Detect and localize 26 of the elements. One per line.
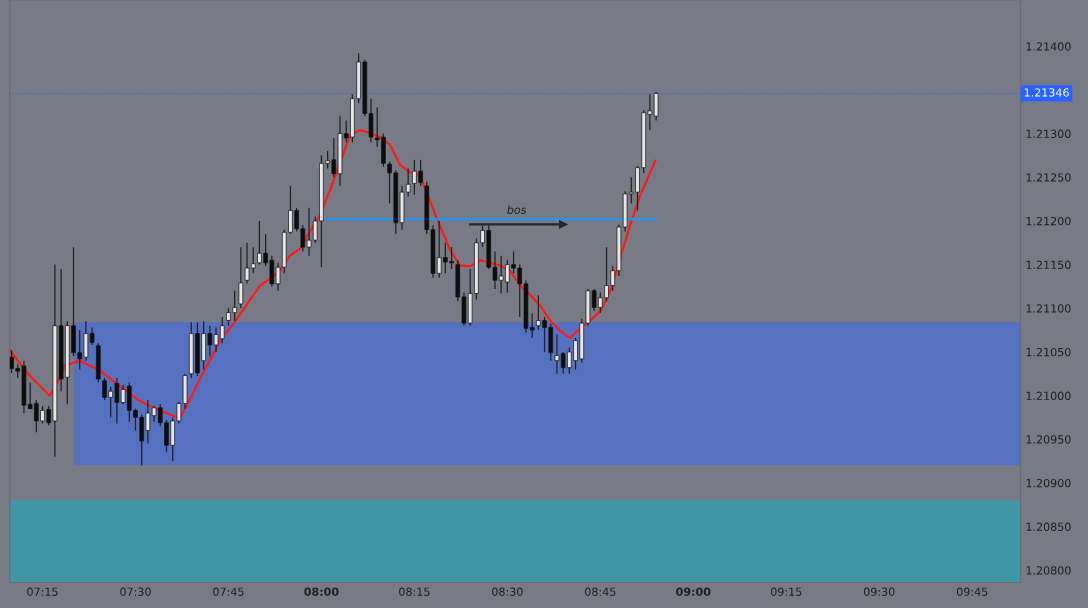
y-tick-label: 1.20850 <box>1026 522 1071 531</box>
y-tick-label: 1.21000 <box>1026 391 1071 400</box>
x-tick-label: 09:45 <box>956 587 988 596</box>
y-tick-label: 1.20900 <box>1026 478 1071 488</box>
y-tick-label: 1.20950 <box>1026 435 1071 444</box>
y-tick-label: 1.21200 <box>1026 216 1071 226</box>
x-tick-label: 09:15 <box>770 587 802 596</box>
x-tick-label: 09:00 <box>676 587 711 596</box>
candlestick <box>238 246 244 309</box>
x-tick-label: 08:15 <box>399 587 430 596</box>
x-tick-label: 08:00 <box>304 587 339 596</box>
y-tick-label: 1.21050 <box>1026 347 1071 357</box>
y-tick-label: 1.21100 <box>1026 304 1071 313</box>
ref-line-label: 1.21346 <box>1024 88 1069 97</box>
x-tick-label: 09:30 <box>863 587 895 596</box>
x-tick-label: 07:45 <box>213 587 244 596</box>
annotation: bos <box>507 205 527 214</box>
x-tick-label: 08:30 <box>492 587 523 596</box>
y-tick-label: 1.21150 <box>1026 260 1071 269</box>
y-tick-label: 1.21300 <box>1026 129 1071 138</box>
y-tick-label: 1.21400 <box>1026 42 1071 51</box>
x-tick-label: 08:45 <box>585 587 616 596</box>
y-tick-label: 1.21250 <box>1026 173 1071 182</box>
x-tick-label: 07:30 <box>120 587 151 596</box>
x-tick-label: 07:15 <box>27 587 58 596</box>
y-tick-label: 1.20800 <box>1026 566 1071 575</box>
